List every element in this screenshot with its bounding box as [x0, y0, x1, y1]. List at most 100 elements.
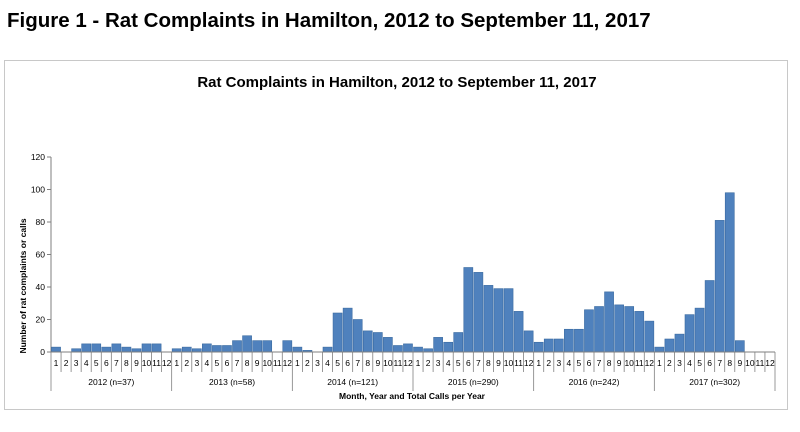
bar [443, 341, 454, 353]
month-label: 5 [697, 358, 702, 368]
month-label: 9 [255, 358, 260, 368]
month-label: 3 [677, 358, 682, 368]
figure-heading: Figure 1 - Rat Complaints in Hamilton, 2… [7, 9, 651, 32]
bar [513, 311, 524, 353]
month-label: 5 [456, 358, 461, 368]
month-label: 4 [687, 358, 692, 368]
month-label: 8 [245, 358, 250, 368]
month-label: 10 [142, 358, 152, 368]
bar [91, 343, 102, 353]
bar [714, 220, 725, 353]
bar [614, 304, 624, 353]
month-label: 4 [566, 358, 571, 368]
year-label: 2017 (n=302) [689, 377, 740, 387]
month-label: 6 [587, 358, 592, 368]
month-label: 12 [765, 358, 775, 368]
month-label: 7 [114, 358, 119, 368]
month-label: 12 [645, 358, 655, 368]
month-label: 1 [536, 358, 541, 368]
bar [292, 346, 303, 353]
month-label: 1 [174, 358, 179, 368]
bar [81, 343, 92, 353]
bar [433, 337, 443, 353]
bar [222, 345, 232, 353]
bar [674, 333, 685, 353]
month-label: 3 [315, 358, 320, 368]
bar [372, 332, 383, 353]
month-label: 10 [383, 358, 393, 368]
month-label: 1 [657, 358, 662, 368]
month-label: 9 [375, 358, 380, 368]
month-label: 12 [283, 358, 293, 368]
y-axis-title: Number of rat complaints or calls [18, 218, 28, 353]
month-label: 1 [54, 358, 59, 368]
month-label: 7 [235, 358, 240, 368]
month-label: 5 [215, 358, 220, 368]
y-tick-label: 60 [36, 250, 46, 260]
bar [332, 312, 343, 353]
month-label: 9 [617, 358, 622, 368]
month-label: 4 [204, 358, 209, 368]
bar [242, 335, 252, 353]
bar [473, 272, 484, 353]
bar [564, 328, 574, 353]
month-label: 2 [64, 358, 69, 368]
month-label: 8 [486, 358, 491, 368]
bar [594, 306, 604, 353]
year-label: 2015 (n=290) [448, 377, 499, 387]
month-label: 4 [325, 358, 330, 368]
bar [634, 311, 645, 353]
bar [141, 343, 152, 353]
month-label: 8 [124, 358, 129, 368]
month-label: 11 [514, 358, 523, 368]
month-label: 7 [476, 358, 481, 368]
bar [362, 330, 373, 353]
bar [574, 328, 584, 353]
month-label: 12 [524, 358, 534, 368]
month-label: 2 [546, 358, 551, 368]
month-label: 5 [94, 358, 99, 368]
month-label: 4 [446, 358, 451, 368]
x-axis-title: Month, Year and Total Calls per Year [339, 391, 486, 401]
month-label: 1 [416, 358, 421, 368]
year-label: 2012 (n=37) [88, 377, 134, 387]
month-label: 7 [717, 358, 722, 368]
bar [101, 346, 112, 353]
bar [212, 345, 222, 353]
month-label: 1 [295, 358, 300, 368]
month-label: 6 [345, 358, 350, 368]
month-label: 10 [745, 358, 755, 368]
month-label: 3 [74, 358, 79, 368]
month-label: 10 [504, 358, 514, 368]
bar [463, 267, 474, 353]
bar [533, 341, 544, 353]
month-label: 9 [134, 358, 139, 368]
bar [654, 346, 665, 353]
chart-title: Rat Complaints in Hamilton, 2012 to Sept… [197, 74, 596, 91]
month-label: 8 [365, 358, 370, 368]
x-axis: 1 2 3 4 5 6 7 8 9 10 11 12 1 2 3 4 5 6 7 8 9 10 11 12 1 2 3 4 5 6 7 8 9 1… [50, 351, 776, 391]
bar [111, 343, 122, 353]
bar [252, 340, 262, 353]
bar [584, 309, 594, 353]
month-label: 11 [394, 358, 403, 368]
bar [151, 343, 162, 353]
month-label: 8 [727, 358, 732, 368]
bar [282, 340, 293, 353]
month-label: 9 [737, 358, 742, 368]
month-label: 12 [162, 358, 172, 368]
bar [453, 332, 464, 353]
month-label: 7 [597, 358, 602, 368]
bar [523, 330, 534, 353]
bar [352, 319, 363, 353]
bar [644, 320, 655, 353]
month-label: 2 [426, 358, 431, 368]
month-label: 6 [466, 358, 471, 368]
month-label: 7 [355, 358, 360, 368]
month-label: 10 [262, 358, 272, 368]
y-tick-label: 120 [31, 152, 45, 162]
month-label: 11 [152, 358, 161, 368]
bar [322, 346, 333, 353]
bar [604, 291, 614, 353]
bar [383, 337, 393, 353]
